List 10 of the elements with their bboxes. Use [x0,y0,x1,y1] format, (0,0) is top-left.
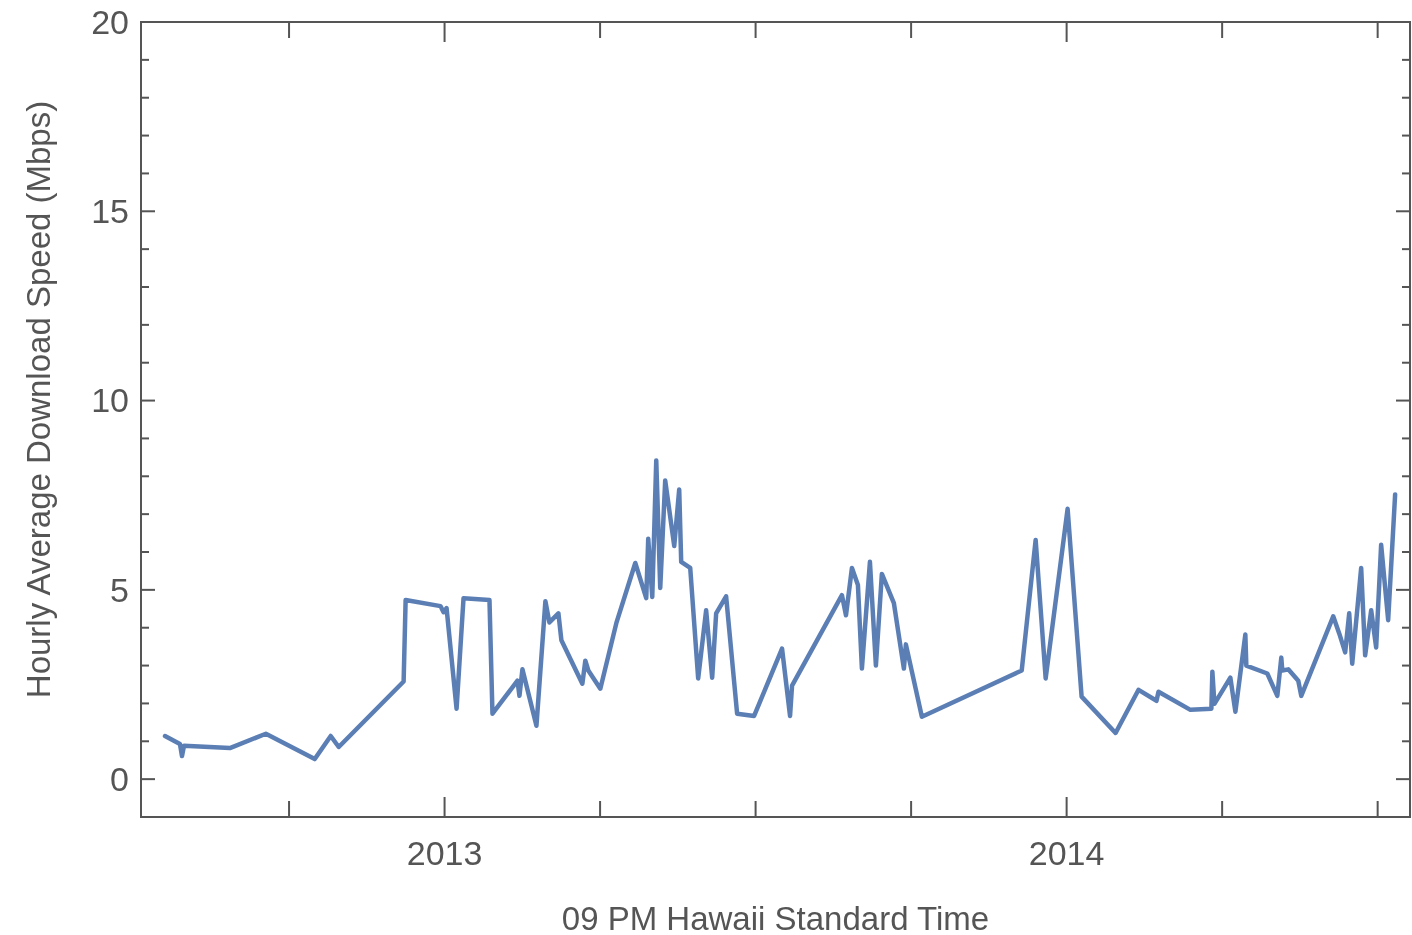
y-tick-label: 0 [110,760,129,799]
x-axis-title: 09 PM Hawaii Standard Time [561,900,990,935]
y-tick-label: 10 [91,381,129,420]
x-tick-label: 2013 [406,834,483,872]
x-tick-label: 2014 [1028,834,1105,872]
y-tick-label: 15 [91,192,129,231]
y-tick-label: 5 [110,570,129,609]
y-tick-label: 20 [91,2,129,41]
y-axis-title: Hourly Average Download Speed (Mbps) [20,100,57,699]
line-series [162,458,1398,762]
